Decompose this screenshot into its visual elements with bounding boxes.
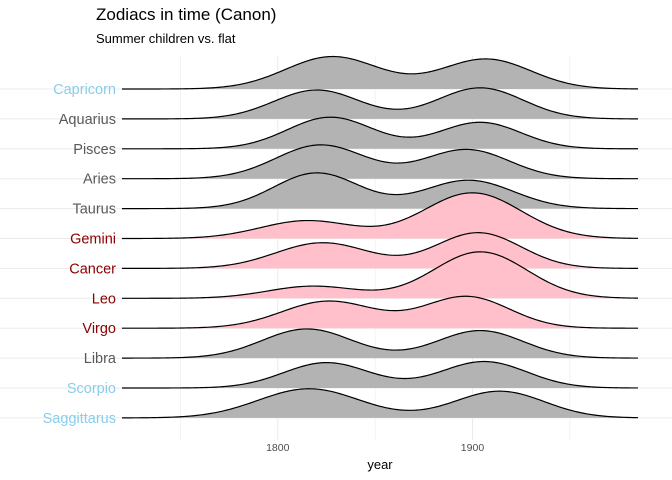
ridge-line-aquarius <box>122 87 638 120</box>
ridge-pisces <box>122 116 638 150</box>
ridge-area-saggittarus <box>122 388 638 418</box>
ridge-label-aries: Aries <box>83 172 116 188</box>
ridge-label-scorpio: Scorpio <box>67 381 116 397</box>
ridge-line-gemini <box>122 192 639 240</box>
ridge-line-pisces <box>122 116 638 150</box>
ridge-gemini <box>122 192 639 240</box>
ridge-line-leo <box>122 251 639 299</box>
x-tick-label: 1900 <box>461 442 485 454</box>
ridge-label-aquarius: Aquarius <box>59 112 116 128</box>
ridge-label-pisces: Pisces <box>73 142 116 158</box>
ridge-virgo <box>122 295 638 329</box>
ridge-line-scorpio <box>122 360 639 389</box>
ridge-saggittarus <box>121 388 639 419</box>
ridge-area-pisces <box>122 117 638 149</box>
ridge-label-capricorn: Capricorn <box>53 82 116 98</box>
ridge-area-leo <box>122 251 638 299</box>
ridge-line-cancer <box>122 232 639 269</box>
chart-title: Zodiacs in time (Canon) <box>96 5 277 24</box>
ridge-area-taurus <box>122 172 638 209</box>
ridge-leo <box>122 251 639 299</box>
ridge-label-gemini: Gemini <box>70 232 116 248</box>
ridge-line-aries <box>122 144 638 180</box>
ridges <box>121 55 639 419</box>
ridge-label-cancer: Cancer <box>69 261 116 277</box>
ridge-label-libra: Libra <box>84 351 117 367</box>
ridge-taurus <box>122 172 639 210</box>
x-axis-title: year <box>367 457 393 472</box>
ridge-line-virgo <box>122 295 638 329</box>
ridge-line-saggittarus <box>121 388 639 419</box>
ridge-label-taurus: Taurus <box>72 202 116 218</box>
ridge-capricorn <box>122 55 639 90</box>
ridge-line-libra <box>122 328 639 359</box>
x-tick-labels: 1800 1900 <box>266 442 484 454</box>
ridge-area-aries <box>122 144 638 179</box>
ridge-libra <box>122 328 639 359</box>
ridge-area-aquarius <box>122 87 638 119</box>
ridge-area-capricorn <box>122 56 638 89</box>
x-tick-label: 1800 <box>266 442 290 454</box>
ridge-line-capricorn <box>122 55 639 90</box>
ridge-labels: Capricorn Aquarius Pisces Aries Taurus Gemini… <box>43 82 117 427</box>
ridge-label-saggittarus: Saggittarus <box>43 411 116 427</box>
ridge-area-virgo <box>122 296 638 329</box>
chart-subtitle: Summer children vs. flat <box>96 31 236 46</box>
ridge-area-scorpio <box>122 361 638 388</box>
ridge-aquarius <box>122 87 638 120</box>
ridge-line-taurus <box>122 172 639 210</box>
ridge-label-virgo: Virgo <box>82 321 116 337</box>
ridge-scorpio <box>122 360 639 389</box>
ridge-label-leo: Leo <box>92 291 116 307</box>
ridge-aries <box>122 144 638 180</box>
